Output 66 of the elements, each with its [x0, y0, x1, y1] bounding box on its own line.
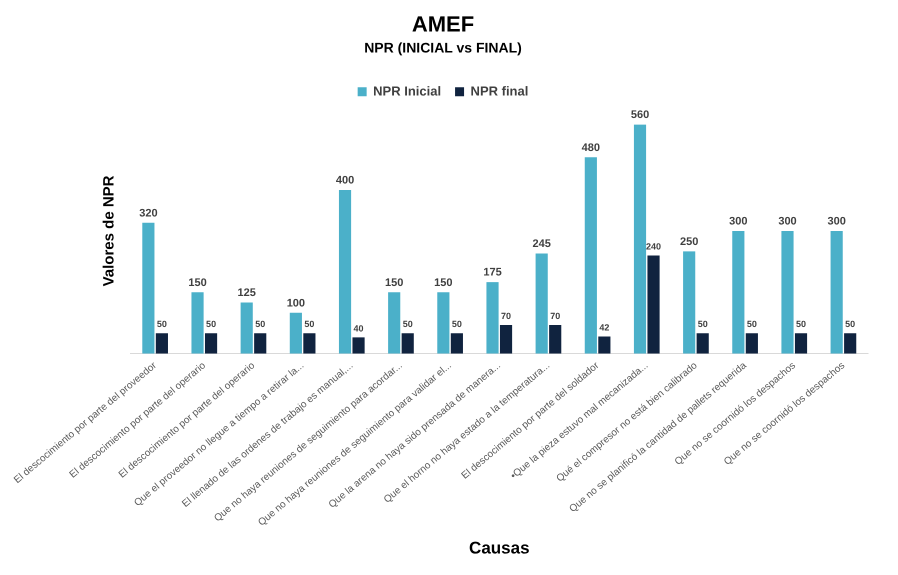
data-label: 480 [582, 142, 600, 154]
bar [830, 230, 843, 354]
bar [781, 230, 794, 354]
bar [844, 333, 856, 354]
data-label: 150 [188, 276, 207, 289]
data-label: 125 [238, 287, 256, 300]
bar [437, 292, 450, 354]
data-label: 300 [778, 215, 797, 228]
bar [388, 292, 400, 354]
x-axis-title: Causas [469, 538, 530, 558]
bar [156, 333, 168, 354]
data-label: 70 [501, 311, 512, 322]
bar [683, 251, 696, 354]
bar [500, 325, 512, 354]
bar [647, 255, 660, 354]
bar [352, 337, 365, 354]
data-label: 175 [483, 266, 502, 279]
data-label: 150 [434, 276, 453, 289]
legend-label: NPR Inicial [373, 83, 442, 98]
data-label: 50 [402, 319, 413, 330]
data-label: 50 [796, 319, 806, 330]
bar [402, 333, 414, 354]
bar [746, 333, 758, 354]
data-label: 50 [255, 319, 266, 330]
data-label: 400 [336, 174, 354, 187]
data-label: 50 [304, 319, 314, 330]
data-label: 150 [385, 276, 404, 289]
bar [732, 230, 744, 354]
bar [549, 325, 562, 354]
bar [450, 333, 463, 354]
data-label: 40 [354, 323, 364, 334]
bar [584, 157, 597, 354]
data-label: 50 [746, 319, 757, 330]
data-label: 560 [630, 109, 650, 122]
data-label: 245 [532, 238, 551, 250]
bar [142, 222, 154, 354]
data-label: 300 [729, 215, 748, 228]
bar [486, 282, 499, 354]
chart-title: AMEF [412, 11, 474, 36]
bar [794, 333, 808, 354]
data-label: 50 [156, 319, 167, 330]
data-label: 250 [680, 236, 698, 248]
chart-subtitle: NPR (INICIAL vs FINAL) [364, 40, 522, 56]
bar [598, 336, 610, 354]
bar [290, 312, 302, 354]
bar [634, 124, 646, 354]
data-label: 320 [139, 207, 158, 220]
bar [204, 333, 218, 354]
bar [191, 292, 204, 354]
data-label: 50 [452, 319, 462, 330]
data-label: 70 [550, 311, 560, 322]
bar [254, 333, 266, 354]
data-label: 100 [286, 297, 306, 310]
data-label: 50 [698, 319, 708, 330]
data-label: 240 [646, 241, 662, 252]
bar [240, 302, 253, 354]
data-label: 42 [599, 322, 610, 332]
bar [338, 190, 352, 354]
bar [696, 333, 709, 354]
data-label: 50 [206, 319, 216, 330]
bar [536, 253, 548, 354]
legend-label: NPR final [470, 83, 528, 98]
data-label: 300 [827, 215, 846, 228]
data-label: 50 [845, 319, 856, 330]
y-axis-title: Valores de NPR [100, 175, 118, 286]
bar [303, 333, 316, 354]
